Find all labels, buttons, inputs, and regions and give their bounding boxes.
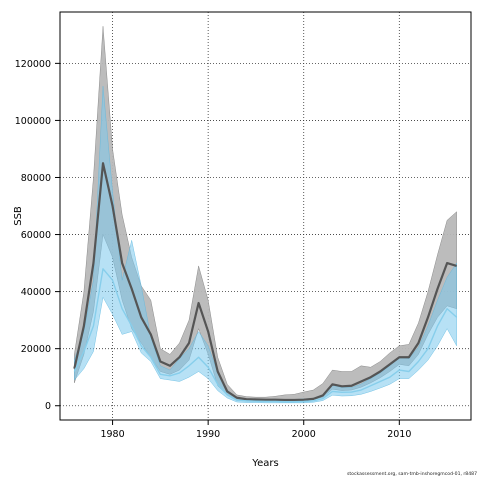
x-tick-label: 2000 [292,429,316,440]
y-tick-label: 120000 [15,59,51,70]
x-tick-label: 1980 [100,429,124,440]
y-tick-label: 0 [45,401,51,412]
y-tick-label: 80000 [21,173,51,184]
y-tick-label: 100000 [15,116,51,127]
source-note: stockassessment.org, sam-tmb-inshoregmco… [346,472,477,477]
x-axis: 1980 1990 2000 2010 [100,420,411,440]
series-lines [73,162,458,403]
series-2-confidence-band [74,86,457,404]
y-tick-label: 40000 [21,287,51,298]
y-tick-label: 60000 [21,230,51,241]
plot-frame [59,11,472,421]
confidence-bands [74,26,457,404]
series-1-line [73,162,457,402]
x-tick-label: 2010 [387,429,411,440]
series-2-line [73,268,458,403]
x-tick-label: 1990 [196,429,220,440]
x-axis-label: Years [251,458,278,469]
y-axis-label: SSB [13,206,24,226]
y-tick-label: 20000 [21,344,51,355]
y-axis: 0 20000 40000 60000 80000 100000 120000 [15,59,60,412]
